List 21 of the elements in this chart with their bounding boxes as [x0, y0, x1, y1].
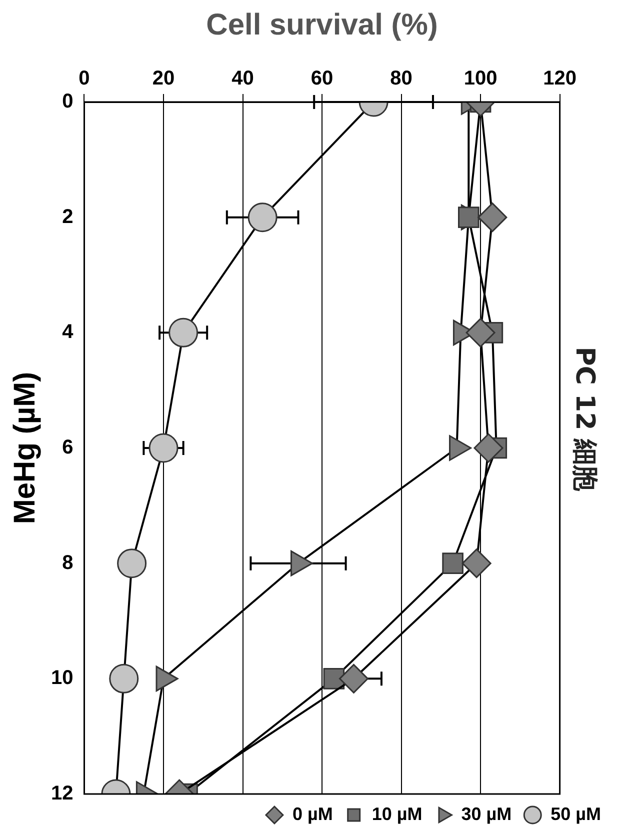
y-axis-title: MeHg (µM) [8, 372, 42, 524]
x-tick-label: 80 [390, 68, 412, 90]
x-axis-title: Cell survival (%) [206, 8, 438, 42]
y-tick-label: 2 [62, 206, 74, 228]
legend-label: 10 µM [372, 804, 422, 824]
y-tick-label: 12 [50, 782, 74, 805]
legend-label: 30 µM [461, 804, 512, 824]
y-tick-label: 8 [62, 552, 74, 574]
y-tick-label: 6 [62, 436, 74, 459]
legend-label: 0 µM [292, 804, 333, 824]
x-tick-label: 40 [232, 68, 254, 90]
x-tick-label: 120 [543, 68, 576, 90]
x-tick-label: 20 [152, 68, 175, 90]
x-tick-label: 0 [78, 68, 90, 90]
y-tick-label: 10 [50, 667, 74, 690]
legend-label: 50 µM [550, 804, 602, 824]
y-tick-label: 4 [62, 321, 74, 344]
text: PC 12 細胞 [570, 346, 600, 492]
y-tick-label: 0 [62, 90, 74, 113]
x-tick-label: 60 [310, 68, 334, 90]
x-tick-label: 100 [464, 68, 498, 90]
